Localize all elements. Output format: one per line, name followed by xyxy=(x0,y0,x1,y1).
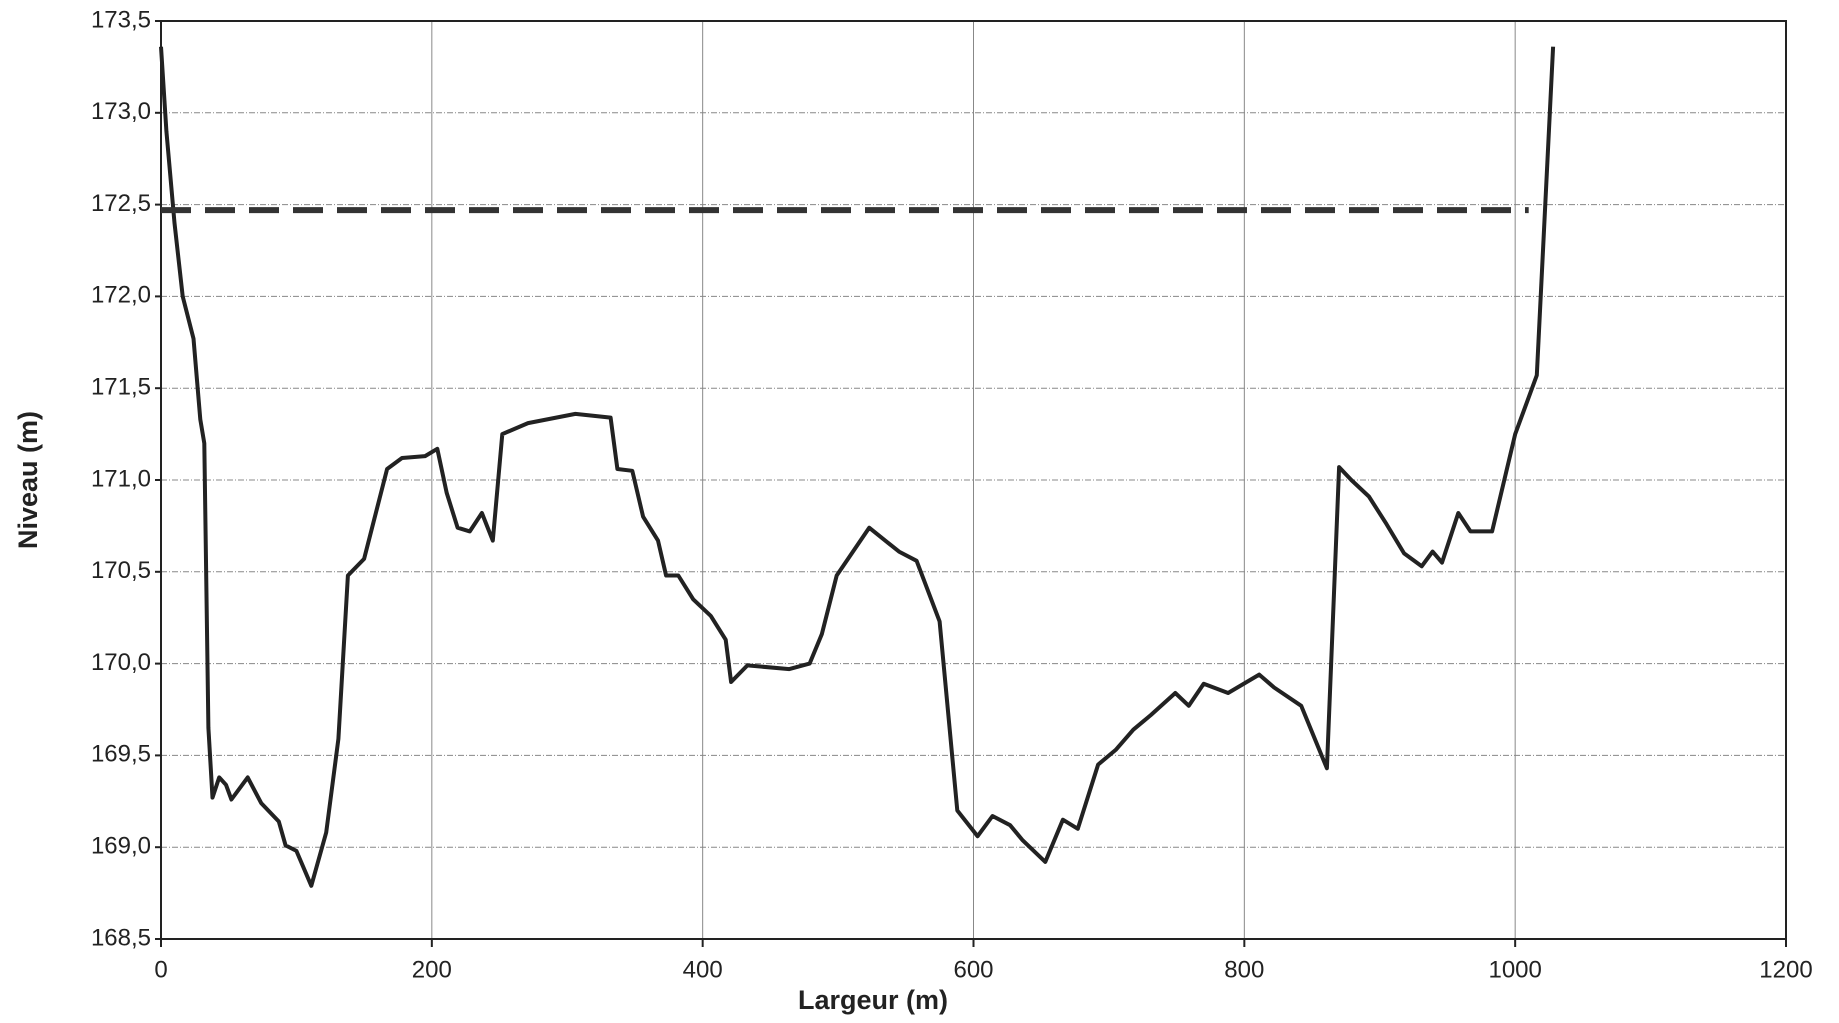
series-line xyxy=(159,46,1556,888)
y-axis-title: Niveau (m) xyxy=(13,411,43,549)
x-tick-label: 1200 xyxy=(1759,956,1812,983)
y-tick-label: 169,0 xyxy=(91,833,151,860)
plot-frame xyxy=(160,20,1787,940)
x-tick-label: 400 xyxy=(683,956,723,983)
y-tick-label: 173,0 xyxy=(91,98,151,125)
x-tick-label: 0 xyxy=(154,956,167,983)
x-axis-title: Largeur (m) xyxy=(798,985,948,1015)
y-tick-label: 170,0 xyxy=(91,649,151,676)
y-tick-label: 172,5 xyxy=(91,190,151,217)
y-tick-label: 172,0 xyxy=(91,282,151,309)
y-tick-label: 169,5 xyxy=(91,741,151,768)
x-tick-label: 1000 xyxy=(1488,956,1541,983)
y-tick-label: 171,0 xyxy=(91,465,151,492)
y-tick-label: 168,5 xyxy=(91,924,151,951)
x-tick-label: 200 xyxy=(412,956,452,983)
x-tick-label: 800 xyxy=(1224,956,1264,983)
y-tick-label: 170,5 xyxy=(91,557,151,584)
y-tick-label: 171,5 xyxy=(91,374,151,401)
x-tick-label: 600 xyxy=(953,956,993,983)
y-tick-label: 173,5 xyxy=(91,6,151,33)
